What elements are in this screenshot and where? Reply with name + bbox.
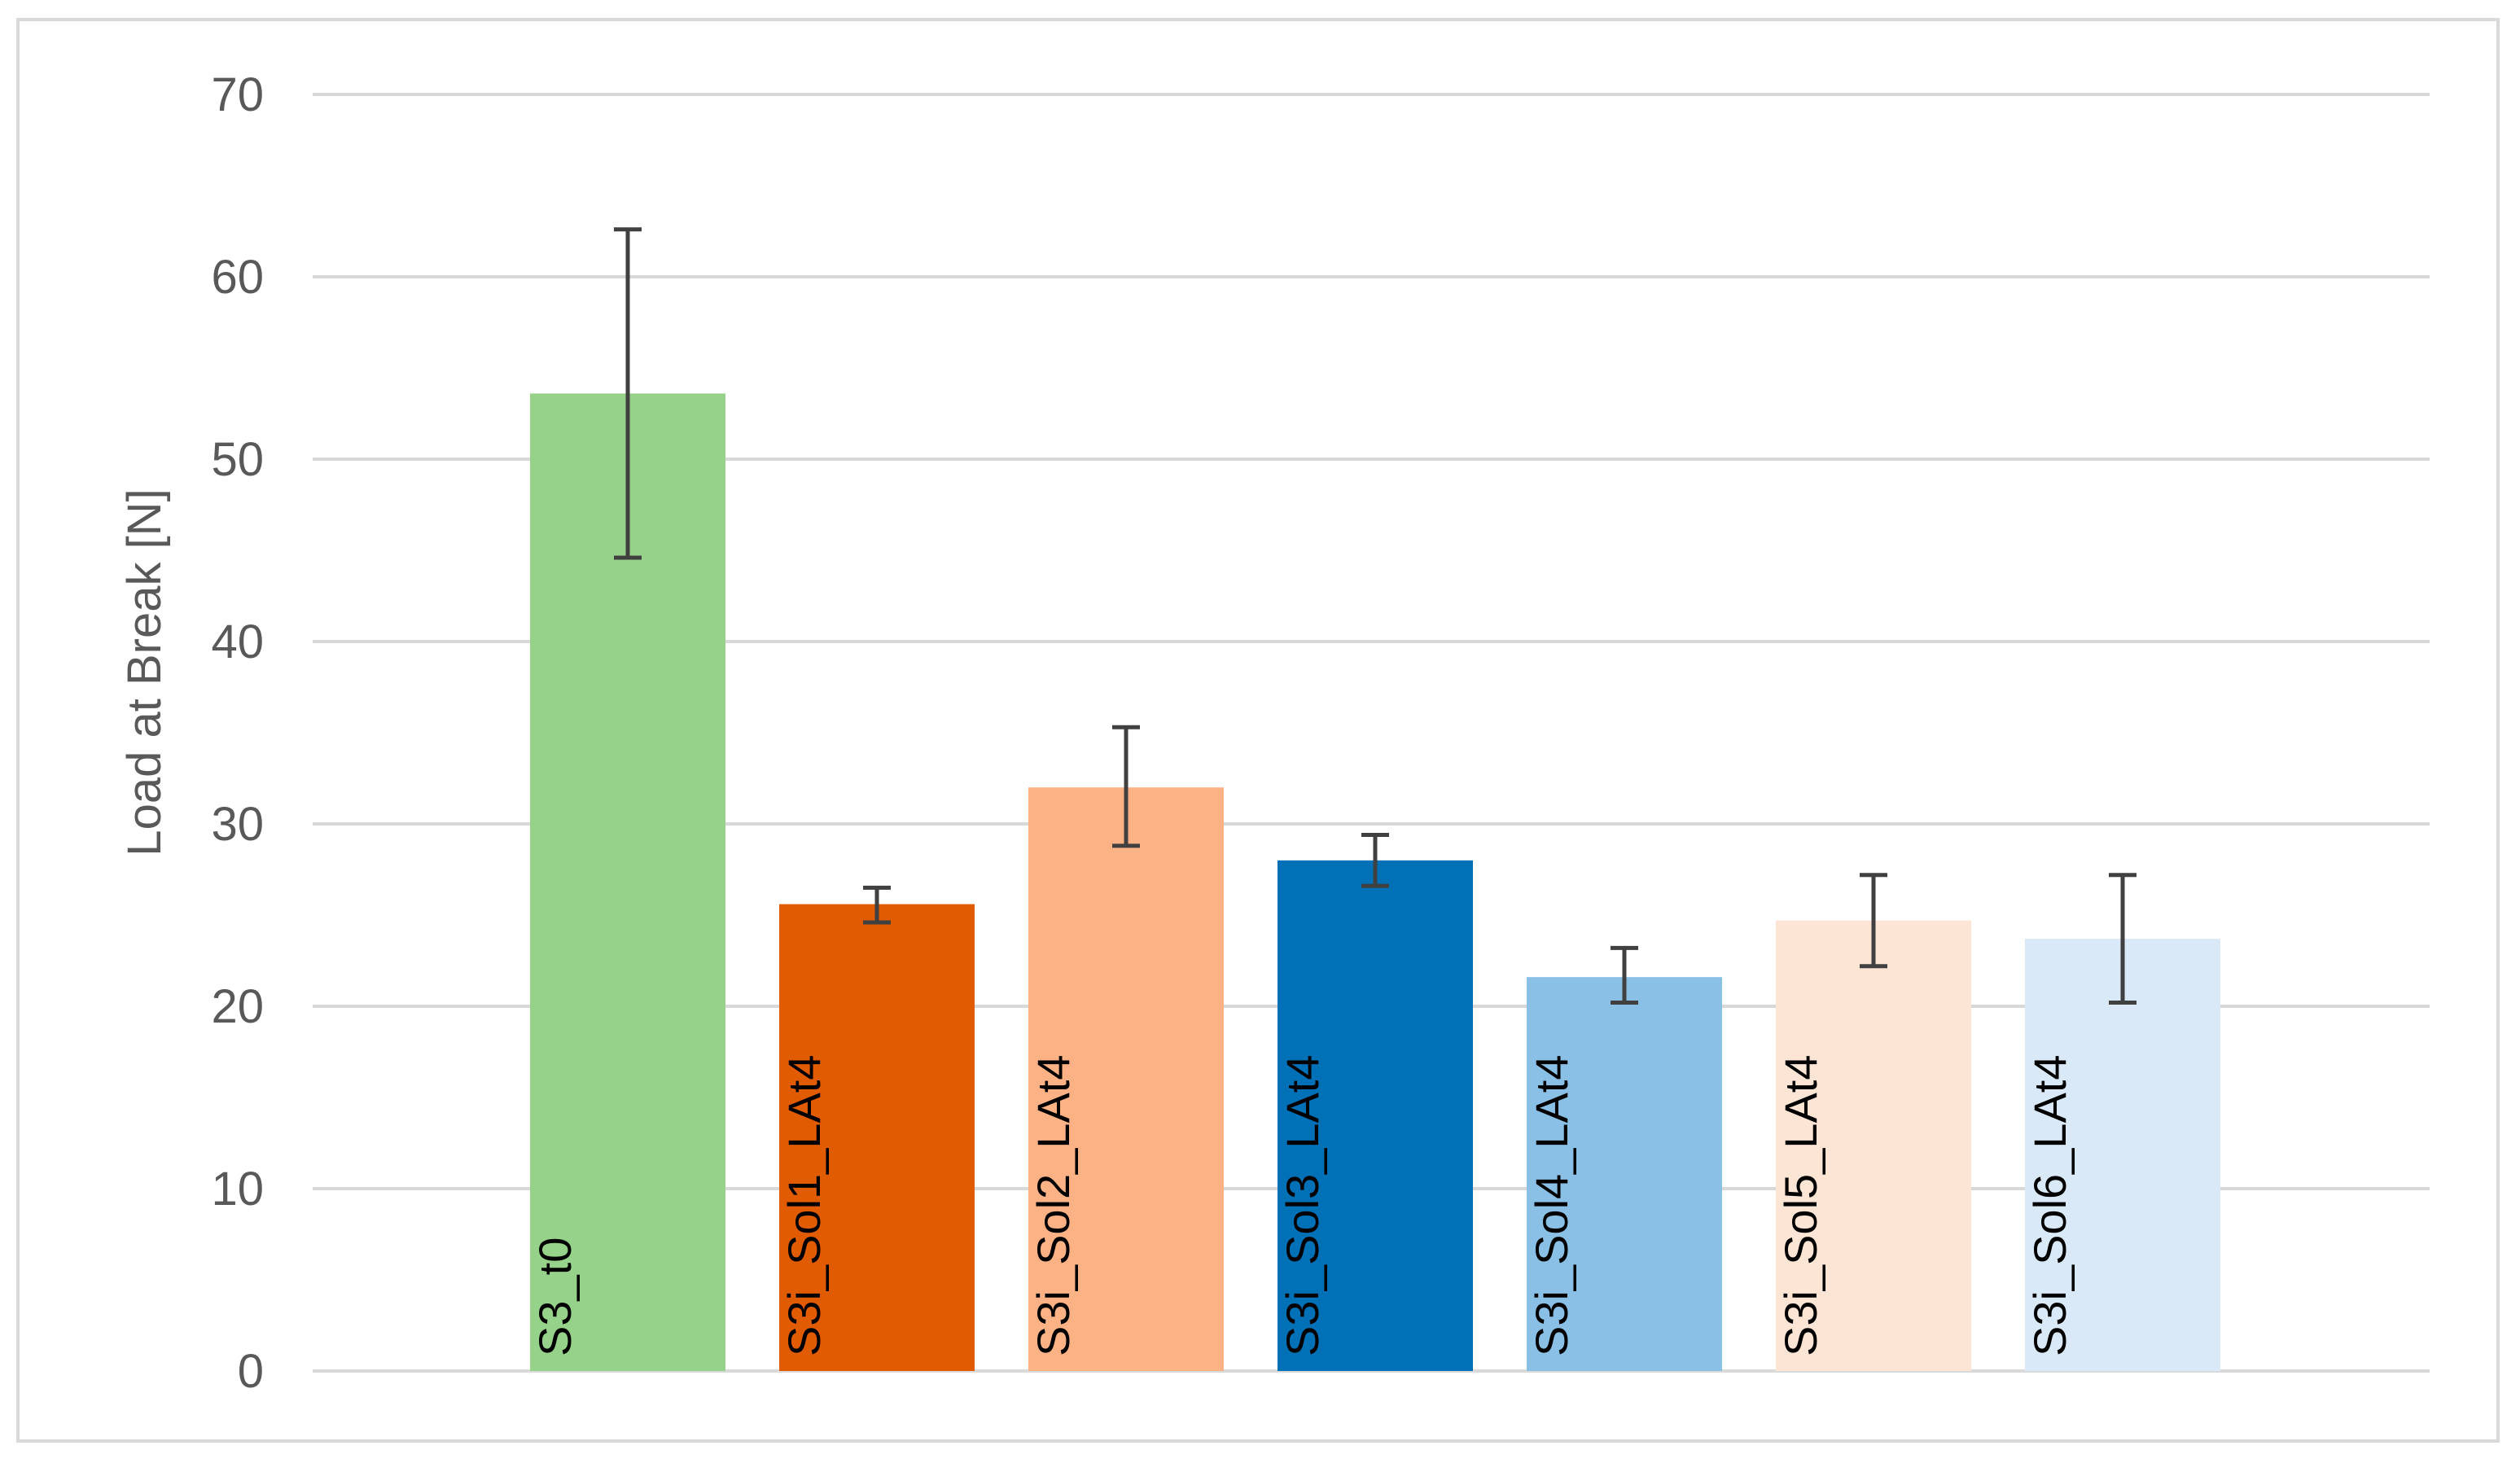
bar-S3i_Sol5_LAt4 — [1776, 920, 1971, 1371]
bar-label-S3i_Sol6_LAt4: S3i_Sol6_LAt4 — [2024, 1054, 2075, 1356]
y-tick-label: 30 — [211, 798, 264, 851]
y-tick-label: 20 — [211, 980, 264, 1033]
error-bar-S3i_Sol3_LAt4 — [1361, 832, 1389, 888]
error-bar-S3i_Sol5_LAt4 — [1860, 873, 1887, 969]
error-bar-S3_t0 — [614, 227, 642, 560]
bar-S3i_Sol3_LAt4 — [1278, 860, 1473, 1371]
error-bar-S3i_Sol2_LAt4 — [1112, 725, 1140, 848]
y-tick-labels: 0 10 20 30 40 50 60 70 — [211, 68, 264, 1398]
error-bar-S3i_Sol6_LAt4 — [2109, 873, 2137, 1005]
y-tick-label: 70 — [211, 68, 264, 121]
bar-S3i_Sol1_LAt4 — [779, 904, 975, 1371]
bar-S3i_Sol6_LAt4 — [2025, 939, 2220, 1371]
error-bar-S3i_Sol1_LAt4 — [863, 885, 891, 925]
y-tick-label: 50 — [211, 433, 264, 486]
chart-frame: 0 10 20 30 40 50 60 70 S3_t0 S3i_Sol1_LAt4 S3i_So… — [16, 18, 2500, 1443]
y-tick-label: 60 — [211, 251, 264, 304]
bars — [530, 393, 2220, 1371]
y-tick-label: 10 — [211, 1163, 264, 1216]
bar-labels: S3_t0 S3i_Sol1_LAt4 S3i_Sol2_LAt4 S3i_Sol3_… — [529, 1054, 2075, 1356]
bar-label-S3i_Sol5_LAt4: S3i_Sol5_LAt4 — [1775, 1054, 1826, 1356]
y-axis-title: Load at Break [N] — [118, 488, 171, 856]
bar-label-S3i_Sol1_LAt4: S3i_Sol1_LAt4 — [778, 1054, 830, 1356]
bar-chart: 0 10 20 30 40 50 60 70 S3_t0 S3i_Sol1_LAt4 S3i_So… — [118, 68, 2430, 1398]
bar-label-S3i_Sol4_LAt4: S3i_Sol4_LAt4 — [1526, 1054, 1577, 1356]
y-tick-label: 40 — [211, 615, 264, 668]
bar-label-S3i_Sol2_LAt4: S3i_Sol2_LAt4 — [1028, 1054, 1079, 1356]
error-bars — [614, 227, 2137, 1005]
y-tick-label: 0 — [238, 1345, 264, 1398]
bar-label-S3_t0: S3_t0 — [529, 1237, 581, 1356]
bar-S3i_Sol4_LAt4 — [1527, 977, 1722, 1371]
bar-S3i_Sol2_LAt4 — [1028, 787, 1224, 1371]
bar-label-S3i_Sol3_LAt4: S3i_Sol3_LAt4 — [1277, 1054, 1328, 1356]
error-bar-S3i_Sol4_LAt4 — [1611, 945, 1638, 1005]
